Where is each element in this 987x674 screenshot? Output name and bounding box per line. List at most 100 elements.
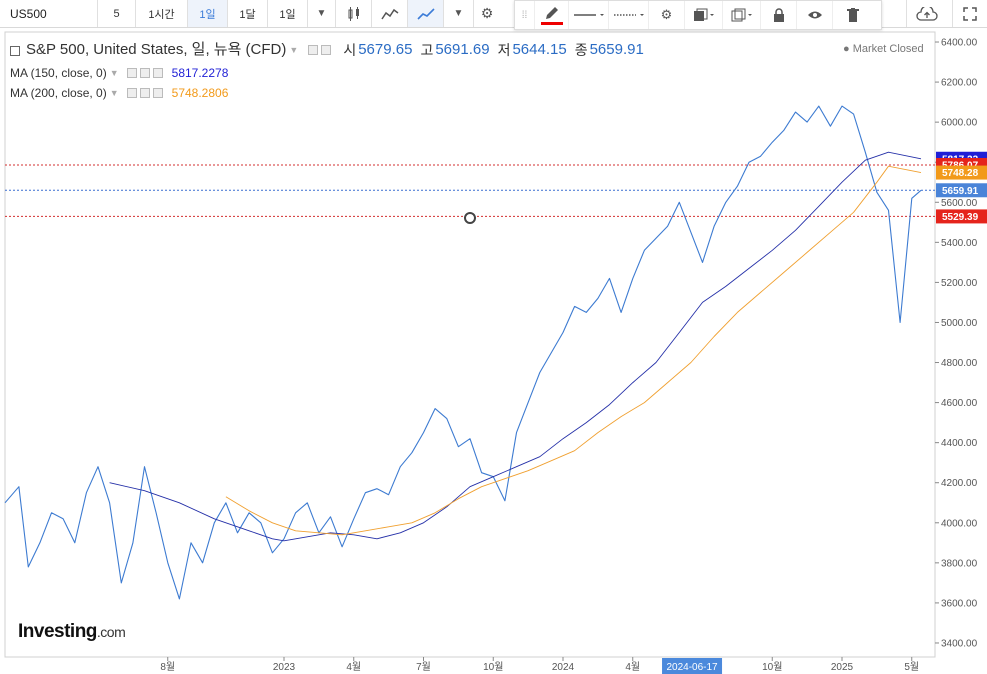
- price-tag: [936, 165, 987, 180]
- plot-frame: [4, 31, 936, 658]
- x-tick-label: 4월: [625, 661, 640, 673]
- close-label: 종: [574, 42, 588, 58]
- series-lines: [4, 105, 922, 600]
- investing-logo: Investing.com: [18, 621, 126, 643]
- x-tick-label: 4월: [346, 661, 361, 673]
- drawing-anchor-handle[interactable]: [464, 212, 476, 224]
- eye-mini-icon[interactable]: [308, 45, 319, 55]
- x-tick-label: 2025: [831, 662, 854, 673]
- y-tick-label: 4000.00: [941, 518, 978, 529]
- lock-icon[interactable]: [761, 1, 797, 29]
- dotted-line-style-icon[interactable]: [609, 1, 649, 29]
- ma150-eye-icon[interactable]: [126, 68, 137, 78]
- legend-chevron-icon[interactable]: ▼: [289, 45, 299, 55]
- layer-order-icon[interactable]: [685, 1, 723, 29]
- y-tick-label: 3800.00: [941, 558, 978, 569]
- drawing-settings-gear-icon[interactable]: ⚙: [649, 1, 685, 29]
- pencil-color-icon[interactable]: [535, 1, 569, 29]
- horizontal-levels: [5, 164, 935, 217]
- time-axis: 8월 2023 4월 7월 10월 2024 4월 10월 2025 5월 2024-06-17: [160, 657, 919, 674]
- x-tick-label: 10월: [762, 661, 782, 673]
- ma150-label: MA (150, close, 0): [10, 66, 107, 80]
- y-tick-label: 5600.00: [941, 198, 978, 209]
- y-tick-label: 5400.00: [941, 238, 978, 249]
- interval-1m-button[interactable]: 1달: [228, 0, 268, 27]
- x-tick-label: 5월: [904, 661, 919, 673]
- y-tick-label: 4200.00: [941, 478, 978, 489]
- fullscreen-icon[interactable]: [952, 0, 987, 27]
- logo-suffix: .com: [96, 624, 126, 640]
- line-style-icon[interactable]: [569, 1, 609, 29]
- y-tick-label: 6000.00: [941, 118, 978, 129]
- logo-main: Investing: [18, 621, 97, 642]
- clone-drawing-icon[interactable]: [723, 1, 761, 29]
- ma200-label: MA (200, close, 0): [10, 86, 107, 100]
- candlestick-icon[interactable]: [336, 0, 372, 27]
- high-value: 5691.69: [435, 41, 490, 58]
- y-tick-label: 6400.00: [941, 38, 978, 49]
- y-tick-label: 6200.00: [941, 78, 978, 89]
- drawing-toolbar: ⁞⁞ ⚙: [514, 0, 882, 30]
- y-tick-label: 4800.00: [941, 358, 978, 369]
- y-tick-label: 4600.00: [941, 398, 978, 409]
- price-tag-label: 5659.91: [942, 186, 979, 197]
- y-tick-label: 3600.00: [941, 598, 978, 609]
- open-value: 5679.65: [358, 41, 413, 58]
- collapse-icon[interactable]: [10, 46, 20, 56]
- open-label: 시: [343, 42, 357, 58]
- interval-dropdown-chevron-icon[interactable]: ▼: [308, 0, 336, 27]
- y-tick-label: 3400.00: [941, 638, 978, 649]
- ma150-close-icon[interactable]: [152, 68, 163, 78]
- time-cursor-tag: [662, 658, 723, 674]
- x-tick-label: 2023: [273, 662, 296, 673]
- gear-mini-icon[interactable]: [321, 45, 332, 55]
- ma150-value: 5817.2278: [171, 66, 229, 80]
- market-status-text: Market Closed: [852, 43, 924, 55]
- area-chart-icon[interactable]: [372, 0, 408, 27]
- close-value: 5659.91: [589, 41, 644, 58]
- price-tag-label: 5529.39: [942, 212, 979, 223]
- low-label: 저: [497, 42, 511, 58]
- y-tick-label: 5000.00: [941, 318, 978, 329]
- high-label: 고: [420, 42, 434, 58]
- price-tag: [936, 209, 987, 224]
- line-chart-icon[interactable]: [408, 0, 444, 27]
- visibility-eye-icon[interactable]: [797, 1, 833, 29]
- ma150-chevron-icon[interactable]: ▼: [109, 68, 119, 78]
- cloud-save-icon[interactable]: [906, 0, 946, 27]
- series-ma-200-close-0-[interactable]: [225, 165, 922, 536]
- symbol-field[interactable]: US500: [0, 0, 98, 27]
- ma200-legend: MA (200, close, 0) ▼ 5748.2806: [10, 85, 228, 101]
- price-tag-label: 5748.28: [942, 168, 979, 179]
- market-status: ● Market Closed: [843, 43, 924, 55]
- x-tick-label: 2024: [552, 662, 575, 673]
- y-tick-label: 5200.00: [941, 278, 978, 289]
- ma200-gear-icon[interactable]: [139, 88, 150, 98]
- x-tick-label: 8월: [160, 661, 175, 673]
- interval-1h-button[interactable]: 1시간: [136, 0, 188, 27]
- chart-grid: [4, 31, 936, 658]
- time-cursor-label: 2024-06-17: [666, 662, 718, 673]
- drag-handle-icon[interactable]: ⁞⁞: [515, 1, 535, 29]
- series-s-p-500[interactable]: [4, 105, 922, 600]
- y-tick-label: 4400.00: [941, 438, 978, 449]
- x-tick-label: 10월: [483, 661, 503, 673]
- ma150-legend: MA (150, close, 0) ▼ 5817.2278: [10, 65, 228, 81]
- ma200-close-icon[interactable]: [152, 88, 163, 98]
- ma150-gear-icon[interactable]: [139, 68, 150, 78]
- delete-trash-icon[interactable]: [833, 1, 873, 29]
- interval-field[interactable]: 5: [98, 0, 136, 27]
- ma200-chevron-icon[interactable]: ▼: [109, 88, 119, 98]
- x-tick-label: 7월: [416, 661, 431, 673]
- interval-1d-alt-button[interactable]: 1일: [268, 0, 308, 27]
- ma200-eye-icon[interactable]: [126, 88, 137, 98]
- main-title: S&P 500, United States, 일, 뉴욕 (CFD): [26, 41, 287, 58]
- chart-type-chevron-icon[interactable]: ▼: [444, 0, 474, 27]
- price-tag: [936, 183, 987, 198]
- interval-1d-button[interactable]: 1일: [188, 0, 228, 27]
- series-ma-150-close-0-[interactable]: [109, 151, 922, 542]
- settings-gear-icon[interactable]: ⚙: [480, 5, 494, 21]
- low-value: 5644.15: [512, 41, 567, 58]
